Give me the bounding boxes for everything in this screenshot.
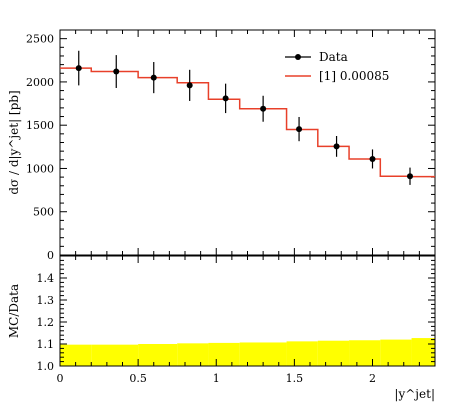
ratio-band-bin [380,339,412,366]
legend-data-marker [295,54,301,60]
ratio-band-bin [138,344,178,366]
ratio-y-tick-label: 1.2 [37,316,55,329]
ratio-x-tick-label: 1.5 [286,372,304,385]
ratio-ticks [59,255,436,367]
main-y-tick-label: 500 [33,206,54,219]
data-point [222,95,229,102]
ratio-x-tick-label: 2 [369,372,376,385]
data-point [150,74,157,81]
main-y-tick-label: 2000 [26,76,54,89]
ratio-band-bin [349,340,381,366]
main-y-tick-label: 2500 [26,33,54,46]
main-y-tick-label: 1500 [26,119,54,132]
ratio-x-tick-label: 0.5 [129,372,147,385]
data-point [186,82,193,89]
ratio-panel: 1.0 1.1 1.2 1.3 1.4 0 0.5 1 1.5 2 MC/Data |y^jet… [7,255,436,401]
data-point [113,68,120,75]
ratio-x-tick-label: 1 [213,372,220,385]
ratio-y-axis-label: MC/Data [7,284,21,338]
main-ytick-labels: 0 500 1000 1500 2000 2500 [26,33,54,262]
main-ticks [59,29,436,256]
legend: Data [1] 0.00085 [285,50,389,83]
ratio-band-bin [60,344,92,366]
ratio-band-bin [91,344,139,366]
ratio-band-bin [177,343,209,366]
ratio-y-tick-label: 1.3 [37,294,55,307]
main-y-tick-label: 1000 [26,162,54,175]
ratio-y-tick-label: 1.0 [37,360,55,373]
data-point [369,155,376,162]
data-point [260,105,267,112]
x-axis-label: |y^jet| [394,387,435,401]
ratio-band-bin [286,341,318,366]
ratio-xtick-labels: 0 0.5 1 1.5 2 [57,372,377,385]
ratio-ytick-labels: 1.0 1.1 1.2 1.3 1.4 [37,272,55,373]
ratio-band [60,338,435,366]
ratio-band-bin [239,342,287,366]
ratio-band-bin [317,340,350,366]
data-point [407,173,413,180]
ratio-x-tick-label: 0 [57,372,64,385]
main-y-axis-label: dσ / d|y^jet| [pb] [7,90,21,194]
legend-data-label: Data [319,50,348,64]
data-points [75,50,413,185]
ratio-band-bin [208,342,240,366]
main-y-tick-label: 0 [47,249,54,262]
data-point [75,65,82,72]
ratio-y-tick-label: 1.4 [37,272,55,285]
ratio-band-bin [411,338,435,366]
data-point [296,126,303,133]
ratio-y-tick-label: 1.1 [37,338,55,351]
legend-mc-label: [1] 0.00085 [319,69,389,83]
data-point [333,143,340,150]
